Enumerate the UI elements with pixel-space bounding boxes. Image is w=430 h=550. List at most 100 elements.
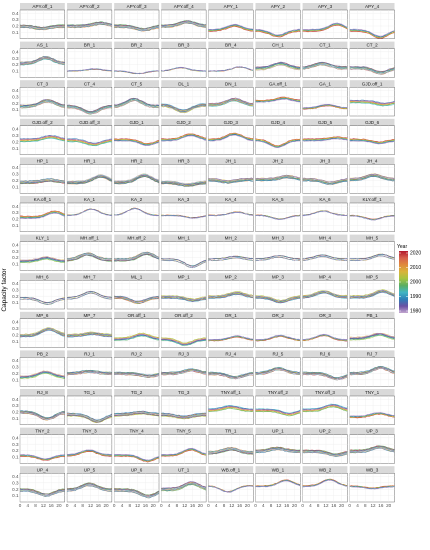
panel-strip	[302, 196, 348, 203]
panel-title: CT_2	[366, 43, 378, 48]
panel: HR_2	[114, 157, 160, 194]
panel-title: KA_2	[131, 197, 143, 202]
series-line	[114, 373, 160, 378]
panel-plot-area	[208, 202, 254, 232]
series-line	[114, 100, 159, 108]
series-line	[114, 26, 160, 32]
series-line	[302, 450, 348, 455]
panel: WB_3 0 4 8 12 16 20	[348, 466, 395, 508]
panel: RJ_8 0.10.2 0.30.4	[12, 389, 65, 425]
series-line	[349, 66, 395, 72]
series-line	[208, 180, 254, 184]
series-line	[19, 136, 65, 142]
panel-plot-area	[302, 87, 348, 117]
panel-title: KA_1	[84, 197, 96, 202]
panel-title: GJD_5	[318, 120, 333, 125]
panel-plot-area	[208, 48, 254, 78]
panel: TNY_1	[349, 389, 395, 425]
panel-title: KA_6	[319, 197, 331, 202]
panel-strip	[349, 80, 395, 88]
series-line	[208, 179, 254, 183]
series-line	[67, 104, 112, 112]
series-line	[19, 329, 65, 338]
panel-title: MH_1	[178, 236, 191, 241]
x-tick-label: 20	[198, 503, 204, 508]
y-tick-label: 0.2	[12, 332, 19, 337]
panel: WB.off_10 4 8 12 16 20	[207, 466, 254, 508]
panel: MP_3	[255, 273, 301, 310]
panel-title: CT_5	[131, 81, 143, 86]
series-line	[67, 254, 112, 262]
series-line	[161, 297, 207, 302]
series-line	[161, 135, 207, 142]
panel-strip	[349, 234, 395, 242]
y-tick-label: 0.1	[12, 300, 19, 305]
panel-title: MH.off_1	[80, 236, 99, 241]
panel-plot-area	[161, 280, 207, 310]
series-line	[349, 100, 395, 105]
series-line	[302, 137, 348, 141]
series-line	[255, 295, 301, 302]
panel-plot-area	[19, 241, 65, 271]
panel-plot-area	[349, 202, 395, 232]
x-tick-label: 8	[81, 503, 84, 508]
panel-title: WB_1	[272, 467, 285, 472]
series-line	[255, 64, 301, 71]
panel-plot-area	[114, 48, 160, 78]
panel-strip	[67, 3, 112, 10]
y-tick-label: 0.1	[12, 223, 19, 228]
series-line	[114, 412, 160, 416]
series-line	[208, 485, 254, 493]
panel-title: RJ_7	[367, 352, 378, 357]
panel-title: JH_3	[320, 159, 331, 164]
series-line	[349, 289, 395, 297]
x-tick-label: 20	[245, 503, 251, 508]
panel: PB_2 0.10.20.3 0.4	[12, 350, 65, 387]
x-tick-label: 0	[348, 503, 351, 508]
y-tick-label: 0.4	[12, 88, 19, 93]
panel-strip	[67, 273, 112, 281]
panel-title: KLY.off_1	[363, 197, 383, 202]
series-line	[67, 68, 112, 72]
series-line	[302, 452, 348, 458]
panel-plot-area	[255, 473, 301, 503]
panel-plot-area	[349, 318, 395, 348]
series-line	[349, 66, 395, 73]
panel-strip	[67, 389, 112, 396]
series-line	[255, 447, 301, 452]
panel-strip	[255, 80, 301, 88]
x-tick-label: 4	[74, 503, 77, 508]
series-line	[67, 371, 112, 375]
legend-tick-label: 1990	[410, 294, 421, 300]
y-tick-label: 0.4	[12, 435, 19, 440]
panel: GJD_1	[114, 118, 160, 155]
panel-strip	[302, 80, 348, 88]
y-tick-label: 0.2	[12, 294, 19, 299]
series-line	[349, 445, 395, 451]
y-tick-label: 0.2	[12, 178, 19, 183]
panel: RJ_1	[66, 350, 113, 387]
x-tick-label: 8	[34, 503, 37, 508]
x-tick-label: 20	[339, 503, 345, 508]
series-line	[19, 296, 65, 303]
panel: TG_3	[161, 389, 207, 425]
x-tick-label: 4	[215, 503, 218, 508]
panel-title: JH_1	[225, 159, 236, 164]
panel-strip	[161, 118, 207, 126]
panel: MH.off_2	[114, 234, 160, 271]
panel: RJ_7	[349, 350, 395, 387]
panel-title: MP_5	[366, 274, 378, 279]
panel-plot-area	[302, 357, 348, 387]
panel: OR.off_1	[114, 311, 160, 348]
panel-strip	[161, 80, 207, 88]
y-tick-label: 0.3	[12, 287, 19, 292]
series-line	[67, 176, 113, 185]
panel-title: UP_6	[131, 467, 143, 472]
series-line	[67, 292, 112, 300]
series-line	[349, 173, 395, 179]
legend-tick-label: 2020	[410, 251, 421, 257]
series-line	[302, 479, 348, 487]
panel: CT_4	[66, 80, 113, 117]
series-line	[161, 20, 207, 26]
series-line	[67, 369, 112, 373]
